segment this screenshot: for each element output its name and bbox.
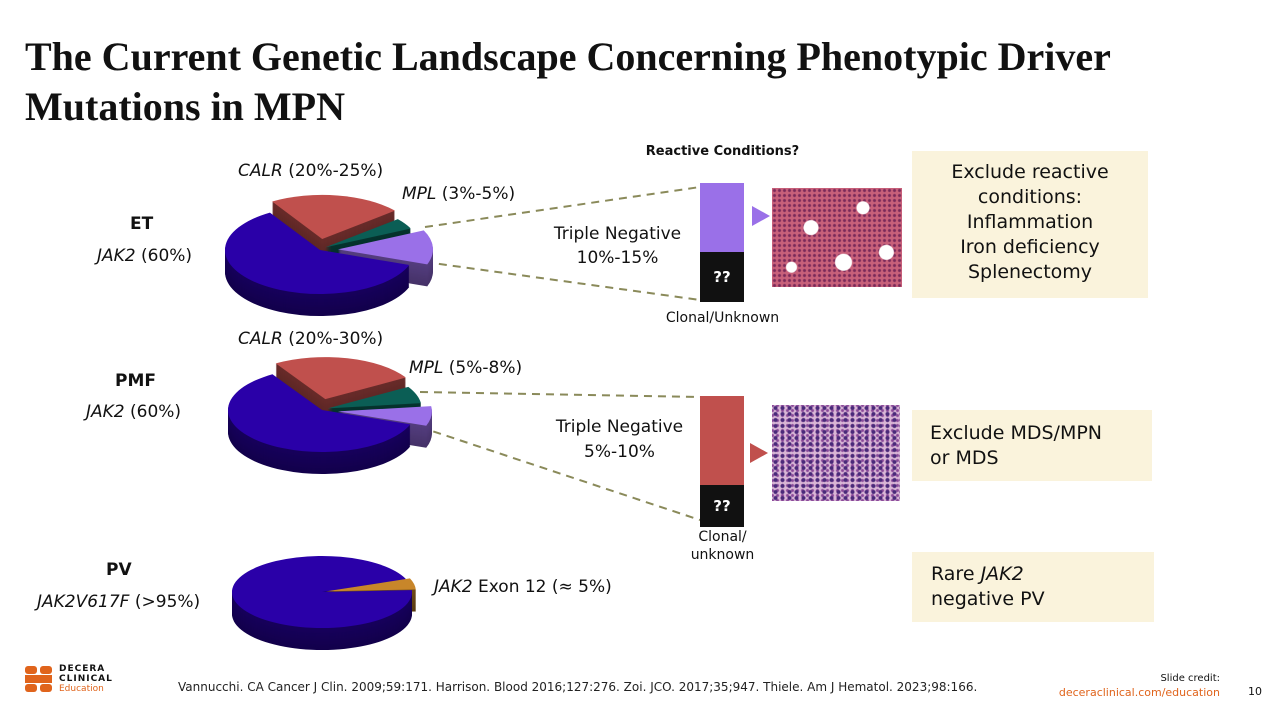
box-line: Inflammation (966, 211, 1094, 233)
connector-line (424, 186, 701, 228)
tn-pct: 10%-15% (576, 248, 659, 268)
gene: JAK2 (97, 246, 136, 266)
pv-label: PV (106, 560, 132, 580)
logo-text: CLINICAL (59, 674, 113, 684)
clonal-line: unknown (690, 547, 755, 563)
pie-slice-et-calr (272, 194, 395, 239)
pct: (5%-8%) (443, 358, 523, 378)
pct: (>95%) (129, 592, 201, 612)
et-clonal-label: Clonal/Unknown (665, 310, 780, 326)
et-label: ET (130, 214, 154, 234)
pv-jak2v617f-label: JAK2V617F (>95%) (37, 592, 200, 612)
clonal-line: Clonal/ (698, 529, 747, 545)
credit-label: Slide credit: (1160, 673, 1220, 684)
pv-rare-box: Rare JAK2 negative PV (912, 552, 1154, 622)
tn-title: Triple Negative (555, 417, 684, 437)
slide-credit: Slide credit: deceraclinical.com/educati… (1059, 672, 1220, 701)
gene: JAK2V617F (37, 592, 130, 612)
pmf-calr-label: CALR (20%-30%) (238, 329, 383, 349)
logo-text: Education (59, 684, 104, 694)
pct: (3%-5%) (436, 184, 516, 204)
pie-slice-pmf-mpl (327, 386, 421, 409)
logo-mark-icon (25, 666, 52, 692)
pmf-unknown-bar: ?? (700, 485, 744, 527)
pie-slice-pv-jak2-exon-12 (325, 578, 416, 592)
box-line: or MDS (930, 447, 999, 469)
pie-slice-et-mpl (325, 219, 411, 248)
text: Rare (931, 563, 981, 585)
tn-title: Triple Negative (553, 224, 682, 244)
pmf-jak2-label: JAK2 (60%) (86, 402, 181, 422)
gene: JAK2 (434, 577, 473, 597)
logo-text: DECERA (59, 664, 106, 674)
page-number: 10 (1248, 685, 1262, 698)
et-calr-label: CALR (20%-25%) (238, 161, 383, 181)
arrow-right-icon (750, 443, 768, 463)
et-reactive-box: Exclude reactive conditions: Inflammatio… (912, 151, 1148, 298)
et-mpl-label: MPL (3%-5%) (402, 184, 515, 204)
pie-slice-et-triple-negative (337, 230, 433, 265)
et-triple-negative-label: Triple Negative 10%-15% (530, 222, 705, 270)
box-line: negative PV (931, 588, 1045, 610)
box-line: Iron deficiency (960, 236, 1100, 258)
tn-pct: 5%-10% (584, 442, 655, 462)
pct: Exon 12 (≈ 5%) (472, 577, 612, 597)
pv-exon12-label: JAK2 Exon 12 (≈ 5%) (434, 577, 612, 597)
reactive-conditions-header: Reactive Conditions? (645, 144, 800, 159)
box-line: Exclude reactive (951, 161, 1109, 183)
pmf-exclude-box: Exclude MDS/MPN or MDS (912, 410, 1152, 481)
et-unknown-bar: ?? (700, 252, 744, 302)
pct: (20%-30%) (282, 329, 384, 349)
pct: (60%) (135, 246, 193, 266)
pmf-clonal-label: Clonal/unknown (660, 528, 785, 564)
connector-line (419, 426, 701, 521)
connector-line (419, 391, 701, 398)
et-histology-image (772, 188, 902, 287)
pmf-histology-image (772, 405, 900, 501)
gene: JAK2 (980, 563, 1024, 585)
pmf-mpl-label: MPL (5%-8%) (409, 358, 522, 378)
pie-slice-et-jak2 (225, 212, 410, 294)
pct: (20%-25%) (282, 161, 384, 181)
pie-slice-pmf-triple-negative (337, 406, 432, 426)
gene: JAK2 (86, 402, 125, 422)
pmf-triple-negative-bar (700, 396, 744, 485)
gene: CALR (238, 161, 283, 181)
pie-slice-pmf-calr (275, 357, 406, 400)
pct: (60%) (124, 402, 182, 422)
pie-slice-pv-jak2v617f (232, 556, 412, 629)
arrow-right-icon (752, 206, 770, 226)
citation: Vannucchi. CA Cancer J Clin. 2009;59:171… (178, 680, 978, 694)
box-line: Splenectomy (967, 261, 1093, 283)
et-jak2-label: JAK2 (60%) (97, 246, 192, 266)
connector-line (424, 261, 701, 301)
pie-slice-pmf-jak2 (228, 374, 411, 452)
decera-logo: DECERA CLINICAL Education (25, 664, 113, 694)
box-line: Rare JAK2 (931, 562, 1154, 587)
credit-link[interactable]: deceraclinical.com/education (1058, 686, 1220, 699)
pmf-triple-negative-label: Triple Negative 5%-10% (532, 415, 707, 465)
pmf-label: PMF (115, 371, 156, 391)
page-title: The Current Genetic Landscape Concerning… (25, 34, 1111, 129)
box-line: Exclude MDS/MPN (930, 422, 1103, 444)
gene: MPL (409, 358, 444, 378)
gene: CALR (238, 329, 283, 349)
gene: MPL (402, 184, 437, 204)
et-triple-negative-bar (700, 183, 744, 252)
box-line: conditions: (977, 186, 1083, 208)
